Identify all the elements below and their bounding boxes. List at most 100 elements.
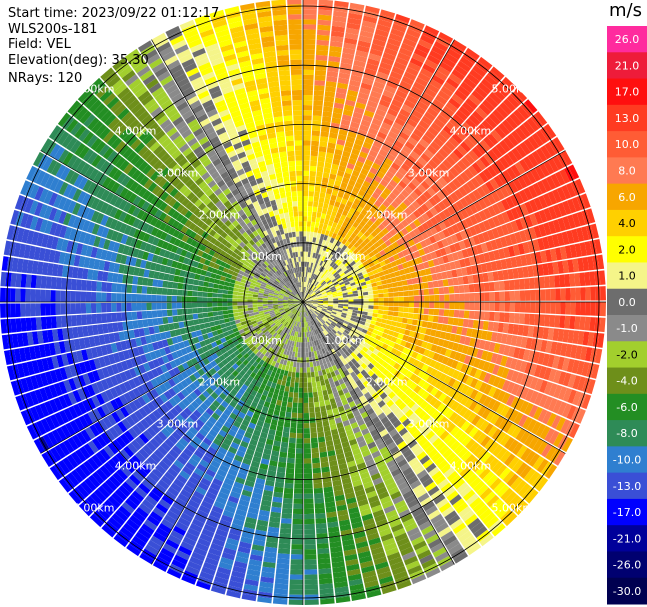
velocity-gate [474,86,488,99]
velocity-gate [352,343,358,350]
velocity-gate [389,103,401,113]
velocity-gate [322,306,328,309]
velocity-gate [362,288,368,293]
velocity-gate [338,297,344,300]
velocity-gate [570,344,578,359]
velocity-gate [575,178,586,194]
velocity-gate [279,451,288,458]
velocity-gate [310,437,318,444]
velocity-gate [413,307,419,314]
velocity-gate [537,408,548,423]
velocity-gate [312,467,321,474]
velocity-gate [306,266,309,273]
velocity-gate [415,124,427,134]
velocity-gate [311,216,316,223]
velocity-gate [383,187,392,196]
velocity-gate [404,172,414,182]
velocity-gate [356,45,370,53]
velocity-gate [451,224,460,234]
velocity-gate [427,406,437,417]
velocity-gate [387,267,395,274]
velocity-gate [354,340,361,347]
velocity-gate [528,435,540,450]
velocity-gate [393,343,400,350]
velocity-gate [349,153,359,161]
velocity-gate [396,238,404,246]
velocity-gate [423,190,432,200]
velocity-gate [352,221,359,229]
velocity-gate [304,569,318,575]
velocity-gate [594,348,603,364]
velocity-gate [458,186,468,197]
velocity-gate [287,447,296,454]
velocity-gate [347,131,357,139]
velocity-gate [575,302,581,316]
velocity-gate [380,354,388,361]
velocity-gate [362,291,369,296]
velocity-gate [449,117,461,129]
velocity-gate [443,385,452,395]
velocity-gate [294,483,303,489]
velocity-gate [276,563,290,570]
velocity-gate [285,472,295,479]
velocity-gate [406,318,413,325]
velocity-gate [428,235,437,244]
velocity-gate [326,225,332,232]
velocity-gate [306,236,310,242]
velocity-gate [317,29,331,36]
velocity-gate [550,173,561,188]
velocity-gate [522,266,529,278]
velocity-gate [457,60,471,73]
velocity-gate [516,445,528,459]
velocity-gate [339,326,346,332]
velocity-gate [438,162,449,173]
velocity-gate [312,237,317,243]
velocity-gate [363,192,372,201]
velocity-gate [481,350,489,361]
velocity-gate [335,223,342,230]
velocity-gate [371,85,384,95]
velocity-gate [306,282,309,288]
velocity-gate [519,360,528,373]
velocity-gate [321,281,327,287]
velocity-gate [395,13,411,24]
velocity-gate [428,420,439,430]
velocity-gate [509,358,518,370]
velocity-gate [324,96,335,103]
velocity-gate [412,236,420,245]
velocity-gate [295,372,300,378]
velocity-gate [383,306,389,311]
velocity-gate [304,549,317,555]
velocity-gate [377,238,385,246]
velocity-gate [366,349,373,356]
velocity-gate [309,412,316,418]
velocity-gate [507,150,519,164]
velocity-gate [320,187,327,194]
velocity-gate [434,213,443,224]
velocity-gate [480,435,491,448]
velocity-gate [455,221,465,232]
velocity-gate [319,287,325,291]
velocity-gate [313,482,323,489]
velocity-gate [540,145,552,160]
velocity-gate [523,187,534,201]
velocity-gate [381,162,391,171]
velocity-gate [363,10,379,19]
velocity-gate [476,432,487,445]
velocity-gate [432,423,442,434]
velocity-gate [342,276,348,282]
velocity-gate [303,352,306,358]
velocity-gate [517,324,524,336]
velocity-gate [306,367,311,373]
velocity-gate [430,368,438,378]
velocity-gate [469,377,479,389]
velocity-gate [318,563,331,570]
velocity-gate [426,54,441,66]
velocity-gate [530,168,541,182]
velocity-gate [544,123,557,139]
velocity-gate [567,329,575,344]
velocity-gate [409,19,425,30]
velocity-gate [329,315,335,320]
velocity-gate [550,288,556,301]
velocity-gate [421,372,430,382]
